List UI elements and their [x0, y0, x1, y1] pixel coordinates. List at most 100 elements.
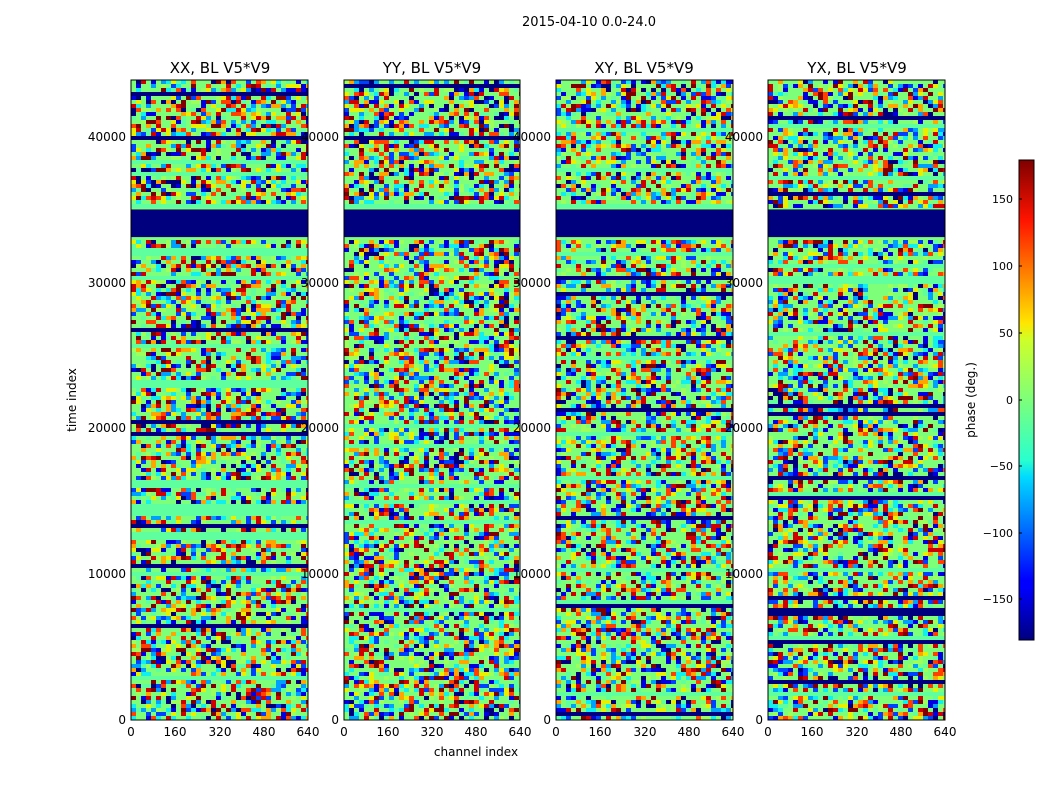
heatmap-cell [459, 368, 464, 372]
heatmap-cell [241, 152, 246, 156]
heatmap-cell [186, 680, 191, 684]
heatmap-cell [439, 116, 444, 120]
heatmap-cell [171, 320, 176, 324]
heatmap-cell [176, 516, 181, 520]
heatmap-cell [424, 384, 429, 388]
heatmap-cell [231, 660, 236, 664]
heatmap-cell [354, 384, 359, 388]
heatmap-cell [231, 540, 236, 544]
heatmap-cell [459, 144, 464, 148]
heatmap-cell [281, 456, 286, 460]
heatmap-cell [449, 412, 454, 416]
heatmap-cell [399, 312, 404, 316]
heatmap-cell [246, 560, 251, 564]
heatmap-cell [301, 84, 306, 88]
heatmap-cell [256, 268, 261, 272]
heatmap-cell [399, 280, 404, 284]
heatmap-cell [226, 300, 231, 304]
heatmap-cell [349, 412, 354, 416]
heatmap-cell [369, 296, 374, 300]
heatmap-cell [459, 288, 464, 292]
heatmap-cell [359, 364, 364, 368]
heatmap-cell [131, 312, 136, 316]
heatmap-cell [226, 620, 231, 624]
heatmap-cell [434, 296, 439, 300]
heatmap-cell [509, 80, 514, 84]
heatmap-cell [161, 316, 166, 320]
heatmap-cell [186, 644, 191, 648]
heatmap-cell [354, 256, 359, 260]
heatmap-cell [266, 112, 271, 116]
heatmap-cell [151, 84, 156, 88]
heatmap-cell [449, 120, 454, 124]
heatmap-cell [459, 172, 464, 176]
heatmap-cell [231, 576, 236, 580]
heatmap-cell [469, 348, 474, 352]
heatmap-cell [359, 112, 364, 116]
heatmap-cell [429, 472, 434, 476]
heatmap-cell [394, 144, 399, 148]
heatmap-cell [439, 132, 444, 136]
heatmap-cell [156, 620, 161, 624]
heatmap-cell [151, 184, 156, 188]
heatmap-cell [469, 396, 474, 400]
heatmap-cell [251, 468, 256, 472]
heatmap-cell [296, 104, 301, 108]
heatmap-cell [489, 400, 494, 404]
heatmap-cell [394, 168, 399, 172]
heatmap-cell [474, 308, 479, 312]
heatmap-cell [131, 248, 308, 252]
heatmap-cell [261, 412, 266, 416]
panel-title: XX, BL V5*V9 [170, 59, 271, 77]
heatmap-cell [359, 316, 364, 320]
heatmap-cell [186, 692, 191, 696]
heatmap-cell [131, 560, 136, 564]
heatmap-cell [379, 340, 384, 344]
heatmap-cell [286, 264, 291, 268]
heatmap-cell [394, 188, 399, 192]
heatmap-cell [231, 488, 236, 492]
heatmap-cell [151, 244, 156, 248]
heatmap-cell [349, 432, 354, 436]
heatmap-cell [151, 80, 156, 84]
heatmap-cell [504, 168, 509, 172]
heatmap-cell [131, 272, 136, 276]
heatmap-cell [246, 284, 251, 288]
heatmap-cell [196, 296, 201, 300]
heatmap-cell [171, 336, 176, 340]
heatmap-cell [429, 420, 434, 424]
heatmap-cell [181, 120, 186, 124]
heatmap-cell [216, 168, 221, 172]
heatmap-cell [514, 380, 519, 384]
heatmap-cell [379, 324, 384, 328]
heatmap-cell [449, 176, 454, 180]
heatmap-cell [291, 692, 296, 696]
heatmap-cell [374, 452, 379, 456]
heatmap-cell [429, 152, 434, 156]
heatmap-cell [514, 280, 519, 284]
heatmap-cell [231, 364, 236, 368]
heatmap-cell [399, 288, 404, 292]
heatmap-cell [484, 128, 489, 132]
heatmap-cell [384, 448, 389, 452]
heatmap-cell [206, 164, 211, 168]
heatmap-cell [354, 448, 359, 452]
heatmap-cell [484, 384, 489, 388]
heatmap-cell [454, 392, 459, 396]
heatmap-cell [136, 84, 141, 88]
heatmap-cell [414, 372, 419, 376]
heatmap-cell [409, 180, 414, 184]
heatmap-cell [176, 148, 181, 152]
heatmap-cell [226, 256, 231, 260]
heatmap-cell [236, 460, 241, 464]
heatmap-cell [286, 476, 291, 480]
heatmap-cell [256, 168, 261, 172]
heatmap-cell [349, 472, 354, 476]
heatmap-cell [146, 288, 151, 292]
heatmap-cell [141, 284, 146, 288]
heatmap-cell [419, 160, 424, 164]
heatmap-cell [186, 192, 191, 196]
heatmap-cell [434, 464, 439, 468]
heatmap-cell [231, 644, 236, 648]
heatmap-cell [261, 520, 266, 524]
